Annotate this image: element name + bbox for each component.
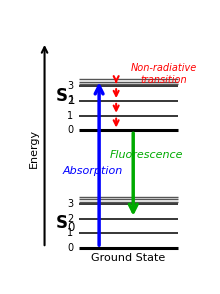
Text: S$_0$: S$_0$ [55, 213, 75, 233]
Text: S$_1$: S$_1$ [55, 86, 75, 106]
Text: Non-radiative
transition: Non-radiative transition [131, 63, 197, 85]
Text: Absorption: Absorption [62, 166, 122, 176]
Text: 3: 3 [67, 81, 73, 91]
Text: Energy: Energy [29, 129, 39, 168]
Text: Ground State: Ground State [91, 253, 165, 263]
Text: 2: 2 [67, 96, 73, 106]
Text: 2: 2 [67, 214, 73, 224]
Text: Fluorescence: Fluorescence [110, 150, 184, 160]
Text: 3: 3 [67, 199, 73, 209]
Text: 0: 0 [67, 125, 73, 135]
Text: 1: 1 [67, 228, 73, 238]
Text: 0: 0 [67, 243, 73, 253]
Text: 1: 1 [67, 111, 73, 121]
